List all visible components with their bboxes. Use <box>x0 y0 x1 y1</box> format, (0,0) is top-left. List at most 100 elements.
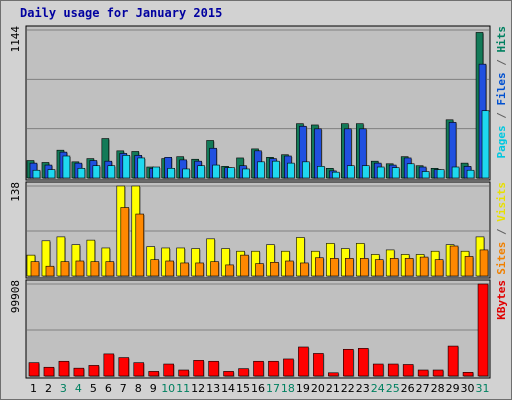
bar-kbytes <box>88 365 100 377</box>
bar-pages <box>137 157 146 179</box>
bar-sites <box>270 262 279 277</box>
bar-kbytes <box>43 366 55 377</box>
bar-kbytes <box>73 367 85 377</box>
bar-kbytes <box>343 348 354 377</box>
bar-pages <box>317 166 325 179</box>
bar-pages <box>32 169 41 179</box>
x-tick-label: 8 <box>135 382 142 395</box>
bar-kbytes <box>447 345 459 377</box>
bar-kbytes <box>193 360 204 377</box>
bar-pages <box>347 165 355 179</box>
legend-entry: / <box>495 222 508 242</box>
bar-sites <box>285 260 294 277</box>
bar-pages <box>376 166 385 179</box>
bar-sites <box>315 257 324 277</box>
x-tick-label: 10 <box>161 382 175 395</box>
bar-kbytes <box>103 353 115 377</box>
bar-sites <box>449 245 459 277</box>
bar-sites <box>374 259 384 277</box>
bar-pages <box>242 168 250 179</box>
bar-pages <box>197 165 205 179</box>
bar-kbytes <box>462 372 474 377</box>
x-tick-label: 31 <box>476 382 490 395</box>
bar-pages <box>122 155 131 179</box>
bar-sites <box>60 261 70 277</box>
bar-kbytes <box>178 369 189 377</box>
bar-pages <box>227 167 235 179</box>
bar-kbytes <box>298 346 309 377</box>
x-tick-label: 28 <box>431 382 445 395</box>
x-tick-label: 4 <box>75 382 82 395</box>
legend-entry: KBytes <box>495 280 508 320</box>
x-tick-label: 16 <box>251 382 265 395</box>
bar-kbytes <box>133 362 145 377</box>
legend-entry: Hits <box>495 26 508 53</box>
legend-entry: Visits <box>495 182 508 222</box>
x-tick-label: 26 <box>401 382 415 395</box>
bar-sites <box>150 259 160 277</box>
bar-sites <box>75 260 85 277</box>
x-tick-label: 6 <box>105 382 112 395</box>
bar-kbytes <box>238 368 249 377</box>
bar-pages <box>182 168 190 179</box>
panel-visits-ymax-label: 138 <box>9 182 22 202</box>
x-tick-label: 22 <box>341 382 355 395</box>
x-tick-label: 3 <box>60 382 67 395</box>
bar-kbytes <box>432 369 444 377</box>
x-tick-label: 27 <box>416 382 430 395</box>
bar-sites <box>240 254 249 277</box>
bar-sites <box>195 262 204 277</box>
bar-pages <box>287 162 295 179</box>
bar-kbytes <box>402 364 414 377</box>
x-tick-label: 17 <box>266 382 280 395</box>
x-tick-label: 2 <box>45 382 52 395</box>
bar-sites <box>255 263 264 277</box>
bar-kbytes <box>372 363 384 377</box>
bar-kbytes <box>387 363 399 377</box>
bar-kbytes <box>253 360 264 377</box>
x-tick-label: 19 <box>296 382 310 395</box>
bar-sites <box>404 258 414 277</box>
bar-kbytes <box>223 371 234 377</box>
bar-sites <box>479 249 489 277</box>
x-tick-label: 21 <box>326 382 340 395</box>
bar-kbytes <box>283 358 294 377</box>
bar-kbytes <box>148 371 160 377</box>
bar-sites <box>180 262 189 277</box>
bar-kbytes <box>118 357 130 377</box>
x-tick-label: 14 <box>221 382 235 395</box>
bar-pages <box>107 165 116 179</box>
bar-sites <box>165 260 174 277</box>
bar-kbytes <box>477 283 489 377</box>
x-tick-label: 5 <box>90 382 97 395</box>
x-tick-label: 18 <box>281 382 295 395</box>
bar-sites <box>105 261 115 277</box>
bar-sites <box>45 265 55 277</box>
chart-title: Daily usage for January 2015 <box>20 6 223 20</box>
bar-pages <box>466 169 475 179</box>
bar-pages <box>212 164 220 179</box>
bar-kbytes <box>208 360 219 377</box>
panel-kbytes-ymax-label: 99908 <box>9 280 22 313</box>
bar-pages <box>391 167 400 179</box>
bar-pages <box>167 167 175 179</box>
bar-kbytes <box>313 353 324 377</box>
bar-pages <box>62 155 71 179</box>
panel-hits-ymax-label: 1144 <box>9 26 22 53</box>
x-tick-label: 12 <box>191 382 205 395</box>
x-tick-label: 1 <box>30 382 37 395</box>
bar-sites <box>210 261 219 277</box>
bar-kbytes <box>58 360 70 377</box>
bar-kbytes <box>268 360 279 377</box>
x-tick-label: 13 <box>206 382 220 395</box>
bar-kbytes <box>417 369 429 377</box>
bar-pages <box>257 161 265 179</box>
bar-pages <box>302 161 310 179</box>
bar-pages <box>152 166 161 179</box>
x-tick-label: 11 <box>176 382 190 395</box>
bar-sites <box>120 207 130 277</box>
bar-pages <box>481 110 490 179</box>
bar-pages <box>406 163 415 179</box>
legend-entry: Files <box>495 72 508 105</box>
